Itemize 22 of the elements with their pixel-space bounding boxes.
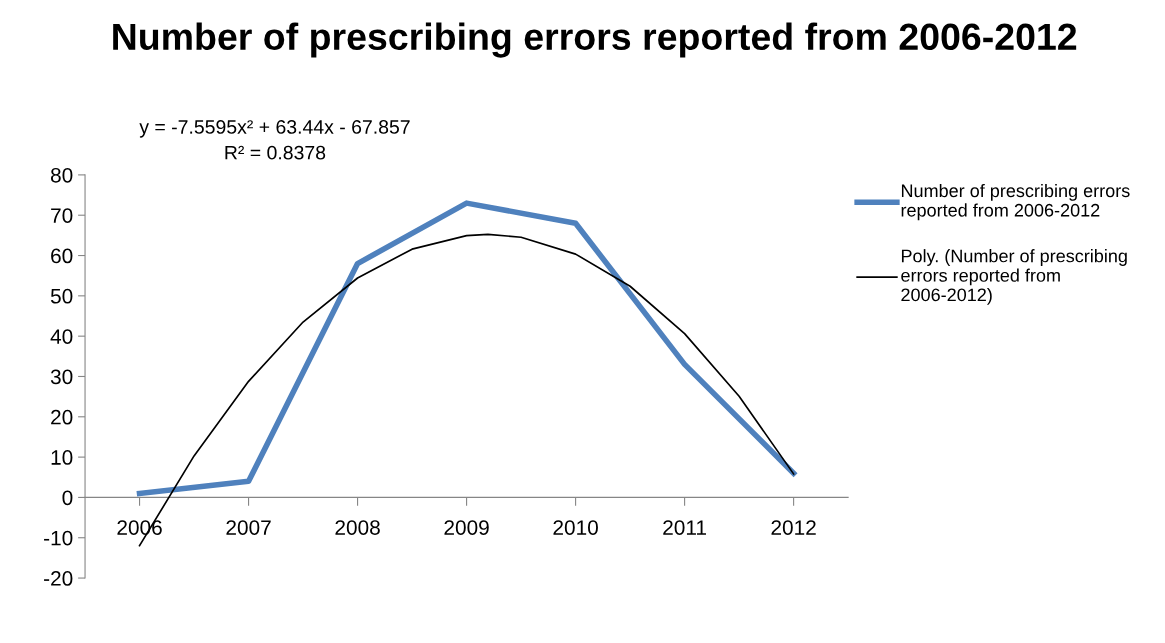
text: y = -7.5595x² + 63.44x - 67.857: [139, 120, 410, 138]
y-tick-label: -10: [44, 530, 73, 546]
x-tick-label: 2007: [226, 520, 271, 535]
y-tick-label: 80: [50, 167, 73, 183]
legend-label: Poly. (Number of prescribing errors reported from 2006-2012): [901, 249, 1127, 305]
x-tick-label: 2011: [663, 520, 706, 535]
y-tick-label: 10: [51, 450, 73, 465]
chart-title: Number of prescribing errors reported from 2006-2012: [113, 22, 1077, 58]
x-tick-label: 2009: [444, 520, 489, 535]
x-tick-label: 2010: [553, 520, 598, 535]
text: R² = 0.8378: [225, 145, 326, 160]
x-tick-label: 2012: [771, 520, 816, 535]
y-tick-label: -20: [44, 571, 73, 586]
y-tick-label: 40: [50, 329, 73, 344]
y-tick-label: 20: [51, 409, 73, 425]
y-tick-label: 30: [50, 369, 73, 385]
y-tick-label: 60: [51, 248, 73, 264]
y-tick-label: 0: [62, 490, 73, 506]
y-tick-label: 50: [50, 288, 73, 304]
y-tick-label: 70: [51, 208, 73, 223]
x-tick-label: 2008: [335, 520, 380, 535]
legend-label: Number of prescribing errors reported from 2006-2012: [901, 183, 1130, 221]
